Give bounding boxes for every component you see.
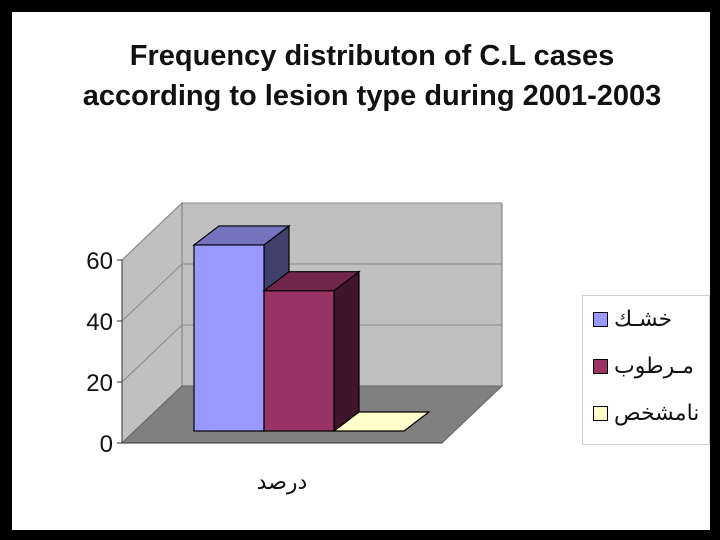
chart-title: Frequency distributon of C.L cases accor…	[82, 40, 662, 112]
y-axis-ticks: 0 20 40 60	[86, 248, 113, 458]
legend-label: نامشخص	[614, 400, 700, 426]
chart-legend: خشـك مـرطوب نامشخص	[582, 295, 710, 445]
bar-front	[193, 244, 265, 432]
bar-front	[263, 290, 335, 432]
bar-chart: 0 20 40 60 درصد	[86, 201, 504, 495]
bar-side	[333, 270, 360, 433]
gridline	[121, 202, 502, 261]
bar-top	[262, 271, 361, 292]
legend-label: مـرطوب	[614, 353, 694, 379]
gridline	[121, 263, 502, 322]
bar-2	[262, 270, 361, 433]
y-tick-label: 0	[100, 431, 113, 458]
bar-top	[332, 411, 431, 432]
chart-gridlines	[117, 202, 502, 444]
x-category-label: درصد	[257, 470, 308, 495]
legend-label: خشـك	[614, 306, 673, 332]
chart-bars	[192, 224, 431, 433]
y-tick-label: 40	[86, 309, 113, 336]
legend-swatch	[593, 358, 608, 374]
legend-item: مـرطوب	[593, 351, 694, 381]
legend-item: خشـك	[593, 304, 672, 334]
bar-3	[332, 411, 431, 432]
legend-swatch	[593, 311, 608, 327]
legend-swatch	[593, 405, 608, 421]
y-tick-label: 20	[86, 370, 113, 397]
legend-item: نامشخص	[593, 398, 699, 428]
bar-top	[192, 225, 291, 246]
x-axis-categories: درصد	[257, 470, 308, 495]
slide: 0 20 40 60 درصد Frequency distributon of C.…	[12, 12, 710, 530]
y-tick-label: 60	[86, 248, 113, 275]
gridline	[121, 324, 502, 383]
